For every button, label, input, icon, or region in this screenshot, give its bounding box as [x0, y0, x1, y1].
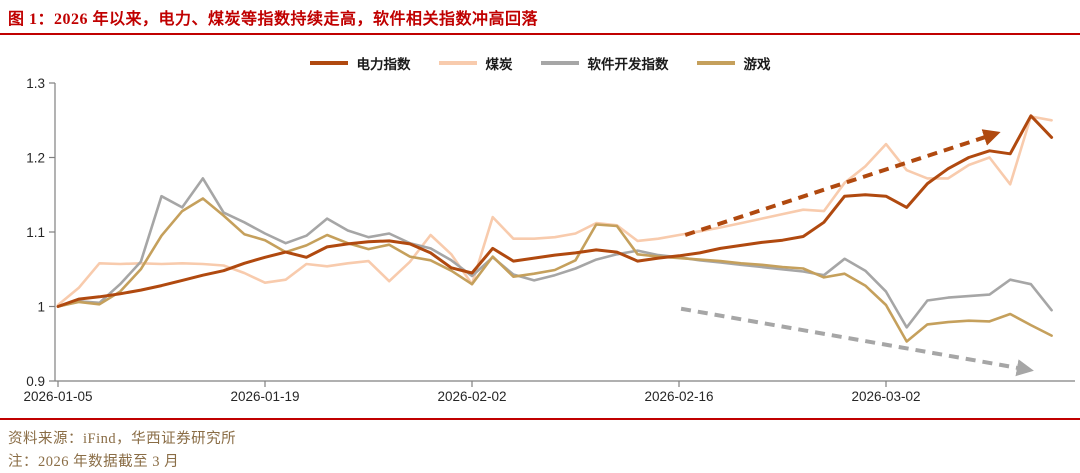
series-line-power-index	[56, 114, 1054, 308]
y-axis-label: 1	[37, 300, 45, 315]
legend-item-power-index: 电力指数	[309, 53, 411, 73]
legend-item-coal: 煤炭	[438, 53, 513, 73]
legend-item-software-dev-index: 软件开发指数	[540, 53, 669, 73]
y-axis-label: 1.3	[26, 76, 45, 91]
legend-label-power-index: 电力指数	[356, 57, 411, 72]
legend-swatch-software-dev-index	[540, 61, 579, 65]
source-line: 资料来源：iFind，华西证券研究所	[8, 431, 237, 447]
up-trend-arrow	[684, 129, 1001, 237]
legend-swatch-game	[696, 61, 735, 65]
figure-title: 图 1：2026 年以来，电力、煤炭等指数持续走高，软件相关指数冲高回落	[8, 11, 539, 28]
legend-item-game: 游戏	[696, 53, 771, 73]
x-axis-label: 2026-02-16	[644, 389, 713, 404]
series-line-coal	[56, 115, 1053, 307]
y-axis-label: 1.2	[26, 151, 45, 166]
legend-label-game: 游戏	[743, 57, 771, 72]
x-axis-label: 2026-02-02	[437, 389, 506, 404]
x-axis-label: 2026-01-05	[23, 389, 92, 404]
x-axis-label: 2026-03-02	[851, 389, 920, 404]
down-trend-arrow	[680, 306, 1034, 377]
line-chart: 0.9 1 1.1 1.2 1.3 2026-01-05 2026-01-19 2026-02…	[23, 76, 1075, 404]
series-line-software-dev-index	[56, 177, 1053, 329]
y-axis-label: 0.9	[26, 374, 45, 389]
x-axis-label: 2026-01-19	[230, 389, 299, 404]
legend-swatch-power-index	[309, 61, 348, 65]
legend-swatch-coal	[438, 61, 477, 65]
footer-divider	[0, 418, 1080, 420]
y-axis-label: 1.1	[26, 225, 45, 240]
legend-label-software-dev-index: 软件开发指数	[587, 57, 669, 72]
chart-legend: 电力指数 煤炭 软件开发指数 游戏	[0, 53, 1080, 73]
legend-label-coal: 煤炭	[485, 57, 513, 72]
note-line: 注：2026 年数据截至 3 月	[8, 454, 180, 470]
title-divider	[0, 33, 1080, 35]
series-line-game	[56, 197, 1053, 343]
